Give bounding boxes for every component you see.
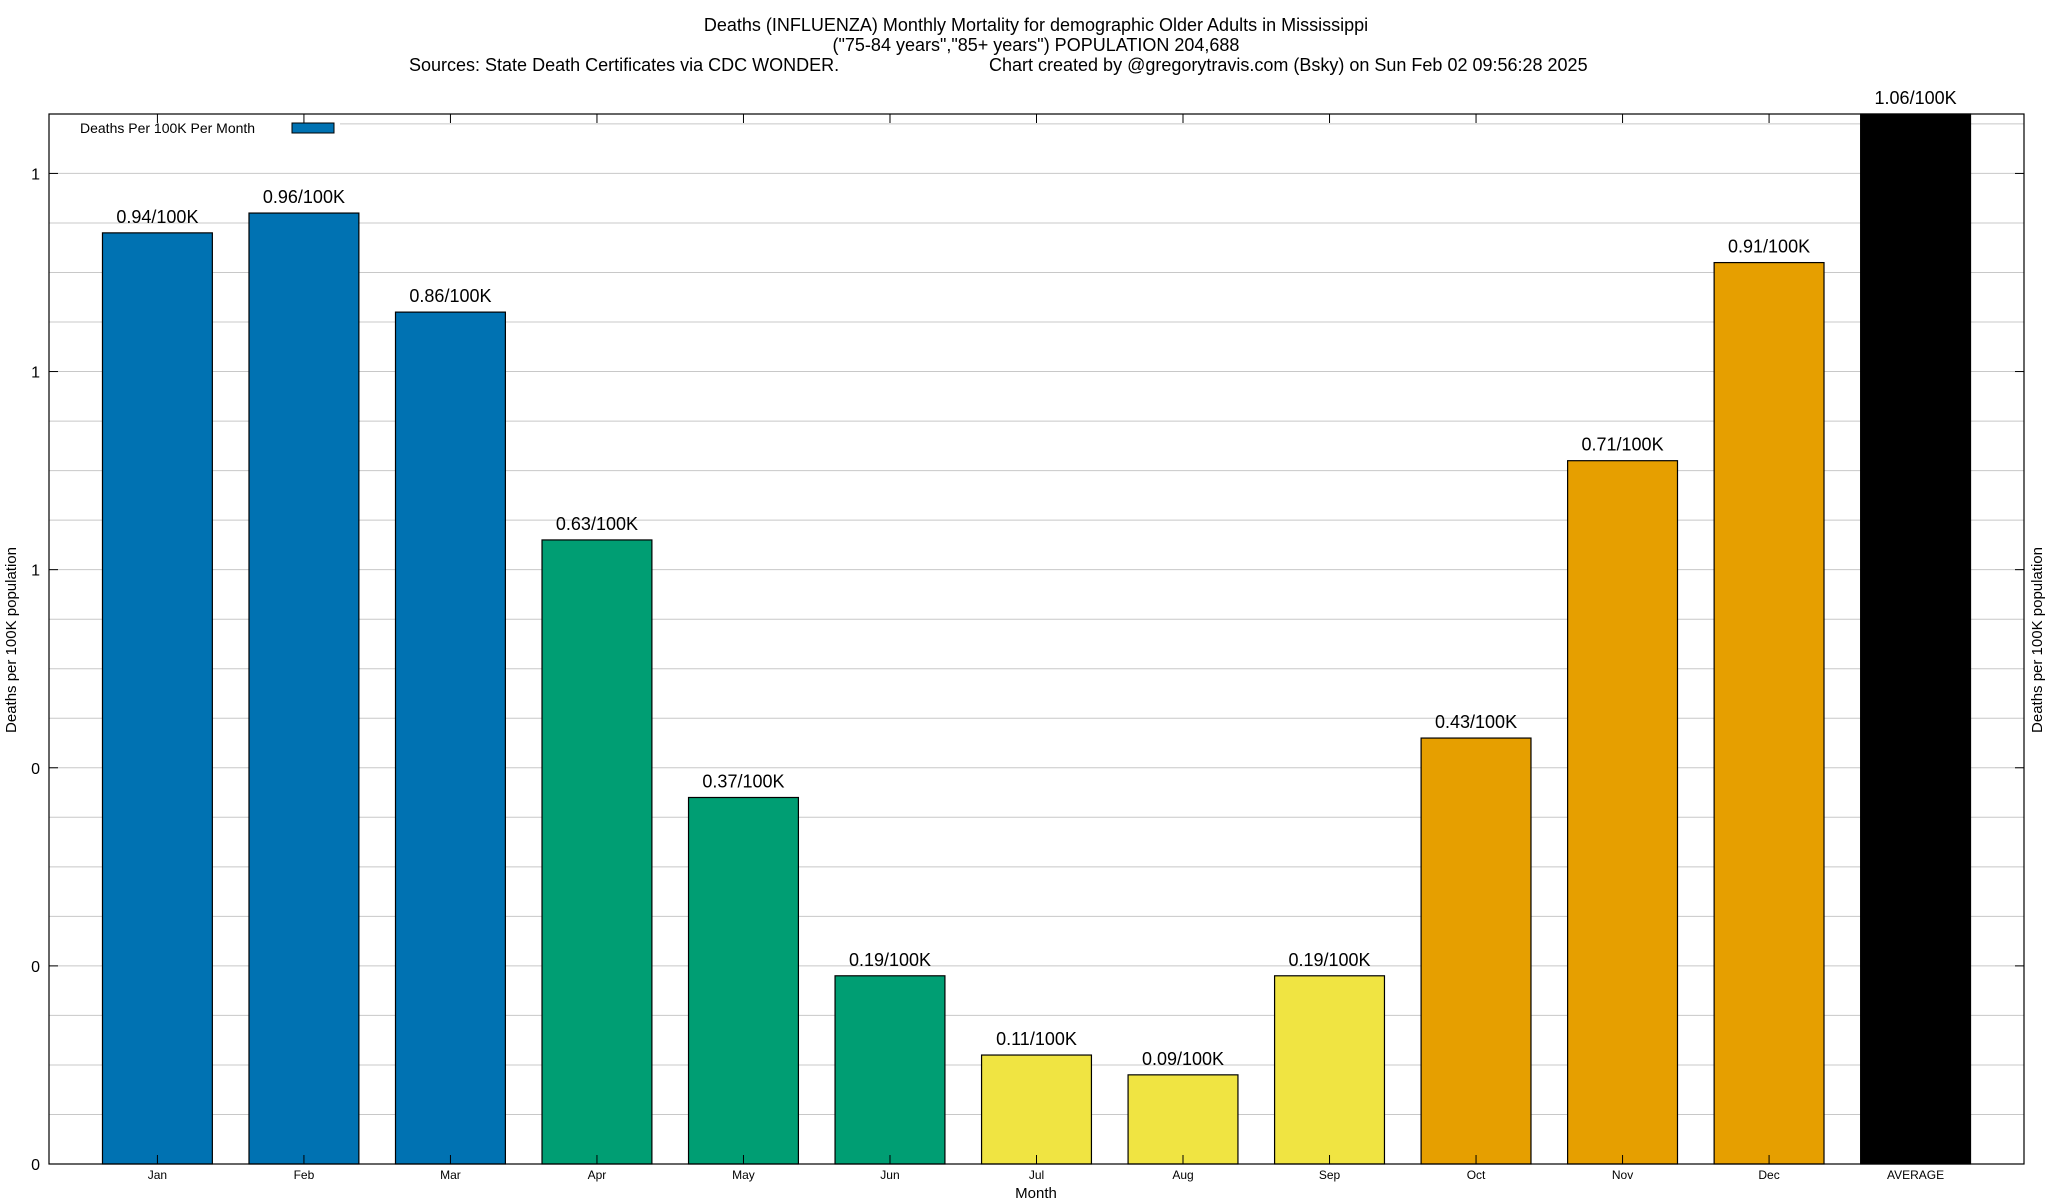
x-tick-label: Sep xyxy=(1319,1168,1341,1182)
data-label: 1.06/100K xyxy=(1875,88,1957,108)
bar-jan xyxy=(101,232,213,1165)
bar-nov xyxy=(1567,460,1679,1165)
y-tick-label: 0 xyxy=(31,761,40,778)
bar-oct xyxy=(1420,737,1532,1165)
data-label: 0.96/100K xyxy=(263,187,345,207)
x-tick-label: Dec xyxy=(1758,1168,1779,1182)
grid xyxy=(49,123,2024,1115)
legend: Deaths Per 100K Per Month xyxy=(80,120,335,136)
x-tick-label: Oct xyxy=(1467,1168,1486,1182)
data-label: 0.86/100K xyxy=(409,286,491,306)
data-label: 0.19/100K xyxy=(849,950,931,970)
legend-label: Deaths Per 100K Per Month xyxy=(80,120,255,136)
y-tick-label: 0 xyxy=(31,959,40,976)
data-label: 0.09/100K xyxy=(1142,1049,1224,1069)
bar-jul xyxy=(980,1054,1093,1165)
x-tick-label: Feb xyxy=(294,1168,315,1182)
x-tick-label: Aug xyxy=(1172,1168,1193,1182)
y-tick-label: 0 xyxy=(31,1157,40,1174)
x-tick-label: May xyxy=(732,1168,755,1182)
y2-axis-label: Deaths per 100K population xyxy=(2029,547,2046,733)
data-label: 0.19/100K xyxy=(1288,950,1370,970)
data-label: 0.91/100K xyxy=(1728,237,1810,257)
bar-jun xyxy=(834,975,946,1165)
chart-subtitle: ("75-84 years","85+ years") POPULATION 2… xyxy=(833,35,1240,55)
x-tick-label: Mar xyxy=(440,1168,461,1182)
y-tick-label: 1 xyxy=(31,166,40,183)
x-tick-label: Nov xyxy=(1612,1168,1633,1182)
bars: 0.94/100K 0.96/100K 0.86/100K 0.63/100K 0.37… xyxy=(101,88,1972,1165)
axes: 0 0 0 1 1 1 Jan Feb Mar Apr May Jun Jul Aug Sep Oct Nov D… xyxy=(31,113,2025,1182)
x-tick-label: Jun xyxy=(880,1168,899,1182)
data-label: 0.63/100K xyxy=(556,514,638,534)
data-label: 0.94/100K xyxy=(116,207,198,227)
y-tick-label: 1 xyxy=(31,563,40,580)
chart-title: Deaths (INFLUENZA) Monthly Mortality for… xyxy=(704,15,1368,35)
bar-may xyxy=(687,796,800,1165)
bar-apr xyxy=(541,539,653,1165)
bar-aug xyxy=(1127,1074,1239,1165)
data-label: 0.37/100K xyxy=(702,771,784,791)
chart-credit: Chart created by @gregorytravis.com (Bsk… xyxy=(989,55,1588,75)
chart-sources: Sources: State Death Certificates via CD… xyxy=(409,55,839,75)
x-tick-label: Jul xyxy=(1029,1168,1044,1182)
x-tick-label: Apr xyxy=(588,1168,607,1182)
data-label: 0.71/100K xyxy=(1582,435,1664,455)
x-tick-label: Jan xyxy=(148,1168,167,1182)
data-label: 0.43/100K xyxy=(1435,712,1517,732)
x-tick-label: AVERAGE xyxy=(1887,1168,1944,1182)
bar-feb xyxy=(248,212,360,1165)
bar-average xyxy=(1860,113,1972,1165)
data-label: 0.11/100K xyxy=(996,1029,1077,1049)
bar-sep xyxy=(1273,975,1386,1165)
y-axis-label: Deaths per 100K population xyxy=(3,547,20,733)
legend-swatch xyxy=(291,122,335,134)
bar-dec xyxy=(1713,261,1825,1165)
y-tick-label: 1 xyxy=(31,365,40,382)
x-axis-label: Month xyxy=(1015,1185,1057,1200)
bar-mar xyxy=(394,311,506,1165)
